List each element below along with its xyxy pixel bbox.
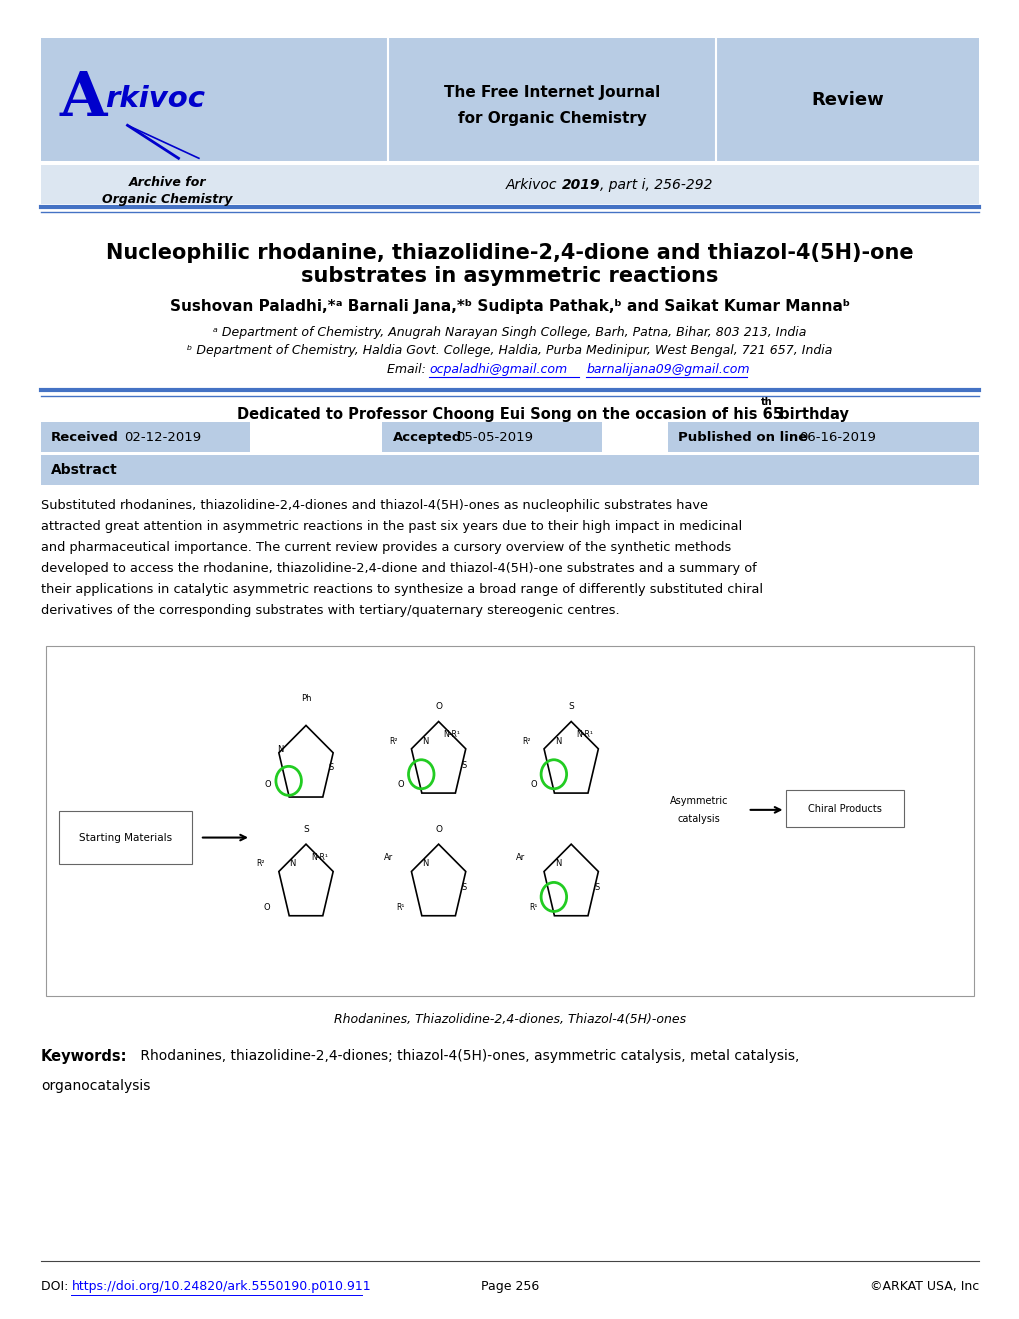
Text: Accepted: Accepted xyxy=(392,431,462,443)
Text: S: S xyxy=(593,884,599,892)
Text: Published on line: Published on line xyxy=(678,431,807,443)
Text: organocatalysis: organocatalysis xyxy=(41,1079,150,1093)
Text: Sushovan Paladhi,*ᵃ Barnali Jana,*ᵇ Sudipta Pathak,ᵇ and Saikat Kumar Mannaᵇ: Sushovan Paladhi,*ᵃ Barnali Jana,*ᵇ Sudi… xyxy=(170,298,849,314)
Text: DOI:: DOI: xyxy=(41,1279,72,1293)
Text: S: S xyxy=(461,884,467,892)
Text: O: O xyxy=(435,824,441,834)
Text: https://doi.org/10.24820/ark.5550190.p010.911: https://doi.org/10.24820/ark.5550190.p01… xyxy=(71,1279,371,1293)
Text: O: O xyxy=(530,781,536,789)
Text: 2019: 2019 xyxy=(561,178,599,191)
Text: , part i, 256-292: , part i, 256-292 xyxy=(600,178,712,191)
Text: N: N xyxy=(554,737,560,745)
Text: Asymmetric: Asymmetric xyxy=(668,795,728,806)
Text: R¹: R¹ xyxy=(396,904,405,911)
Text: Page 256: Page 256 xyxy=(480,1279,539,1293)
Text: S: S xyxy=(303,824,309,834)
Text: O: O xyxy=(397,781,404,789)
Text: Chiral Products: Chiral Products xyxy=(807,803,881,814)
Text: Organic Chemistry: Organic Chemistry xyxy=(102,193,232,206)
Text: Archive for: Archive for xyxy=(128,175,206,189)
Text: substrates in asymmetric reactions: substrates in asymmetric reactions xyxy=(301,265,718,286)
Text: N: N xyxy=(422,860,428,868)
Text: 06-16-2019: 06-16-2019 xyxy=(798,431,874,443)
Text: Abstract: Abstract xyxy=(51,463,117,477)
Text: Rhodanines, Thiazolidine-2,4-diones, Thiazol-4(5H)-ones: Rhodanines, Thiazolidine-2,4-diones, Thi… xyxy=(333,1013,686,1026)
Bar xyxy=(786,790,903,827)
Text: their applications in catalytic asymmetric reactions to synthesize a broad range: their applications in catalytic asymmetr… xyxy=(41,583,762,596)
Text: Ar: Ar xyxy=(516,853,525,861)
Text: birthday: birthday xyxy=(773,406,848,422)
Text: ᵇ Department of Chemistry, Haldia Govt. College, Haldia, Purba Medinipur, West B: ᵇ Department of Chemistry, Haldia Govt. … xyxy=(187,344,832,357)
Text: R²: R² xyxy=(257,860,265,868)
Text: R¹: R¹ xyxy=(529,904,537,911)
Text: O: O xyxy=(435,702,441,711)
Bar xyxy=(41,38,978,161)
Text: N-R¹: N-R¹ xyxy=(443,731,461,739)
Text: The Free Internet Journal: The Free Internet Journal xyxy=(443,84,659,100)
Text: ocpaladhi@gmail.com: ocpaladhi@gmail.com xyxy=(429,363,567,376)
Text: R²: R² xyxy=(522,737,530,745)
Text: rkivoc: rkivoc xyxy=(105,84,205,113)
Text: N-R¹: N-R¹ xyxy=(576,731,593,739)
Text: derivatives of the corresponding substrates with tertiary/quaternary stereogenic: derivatives of the corresponding substra… xyxy=(41,604,619,617)
Text: Email:: Email: xyxy=(386,363,429,376)
Text: ©ARKAT USA, Inc: ©ARKAT USA, Inc xyxy=(869,1279,978,1293)
Text: barnalijana09@gmail.com: barnalijana09@gmail.com xyxy=(586,363,749,376)
Text: Substituted rhodanines, thiazolidine-2,4-diones and thiazol-4(5H)-ones as nucleo: Substituted rhodanines, thiazolidine-2,4… xyxy=(41,499,707,512)
Text: S: S xyxy=(328,764,334,772)
Text: Rhodanines, thiazolidine-2,4-diones; thiazol-4(5H)-ones, asymmetric catalysis, m: Rhodanines, thiazolidine-2,4-diones; thi… xyxy=(136,1049,798,1063)
Text: attracted great attention in asymmetric reactions in the past six years due to t: attracted great attention in asymmetric … xyxy=(41,520,741,533)
Bar xyxy=(667,422,978,452)
Text: O: O xyxy=(264,904,270,911)
Bar xyxy=(59,811,192,864)
Bar xyxy=(382,422,601,452)
Text: for Organic Chemistry: for Organic Chemistry xyxy=(458,111,646,127)
Text: Nucleophilic rhodanine, thiazolidine-2,4-dione and thiazol-4(5H)-one: Nucleophilic rhodanine, thiazolidine-2,4… xyxy=(106,243,913,264)
Text: Keywords:: Keywords: xyxy=(41,1049,127,1063)
Text: and pharmaceutical importance. The current review provides a cursory overview of: and pharmaceutical importance. The curre… xyxy=(41,541,731,554)
Bar xyxy=(46,646,973,996)
Text: S: S xyxy=(568,702,574,711)
Text: Starting Materials: Starting Materials xyxy=(78,832,172,843)
Bar xyxy=(41,455,978,485)
Text: developed to access the rhodanine, thiazolidine-2,4-dione and thiazol-4(5H)-one : developed to access the rhodanine, thiaz… xyxy=(41,562,756,575)
Text: Ar: Ar xyxy=(383,853,392,861)
Text: Review: Review xyxy=(811,91,883,109)
Text: R²: R² xyxy=(389,737,397,745)
Bar xyxy=(41,422,250,452)
Text: catalysis: catalysis xyxy=(677,814,719,824)
Text: A: A xyxy=(59,69,107,129)
Text: Received: Received xyxy=(51,431,119,443)
Text: N: N xyxy=(422,737,428,745)
Text: N: N xyxy=(289,860,296,868)
Text: S: S xyxy=(461,761,467,769)
Text: ᵃ Department of Chemistry, Anugrah Narayan Singh College, Barh, Patna, Bihar, 80: ᵃ Department of Chemistry, Anugrah Naray… xyxy=(213,326,806,339)
Text: N-R¹: N-R¹ xyxy=(311,853,328,861)
Text: N: N xyxy=(277,745,283,753)
Text: Dedicated to Professor Choong Eui Song on the occasion of his 65: Dedicated to Professor Choong Eui Song o… xyxy=(236,406,783,422)
Text: th: th xyxy=(760,397,771,408)
Text: Ph: Ph xyxy=(301,694,311,703)
Text: 02-12-2019: 02-12-2019 xyxy=(124,431,202,443)
Text: Arkivoc: Arkivoc xyxy=(505,178,561,191)
Text: O: O xyxy=(265,781,271,789)
Text: 05-05-2019: 05-05-2019 xyxy=(455,431,532,443)
Text: N: N xyxy=(554,860,560,868)
Bar xyxy=(41,165,978,204)
